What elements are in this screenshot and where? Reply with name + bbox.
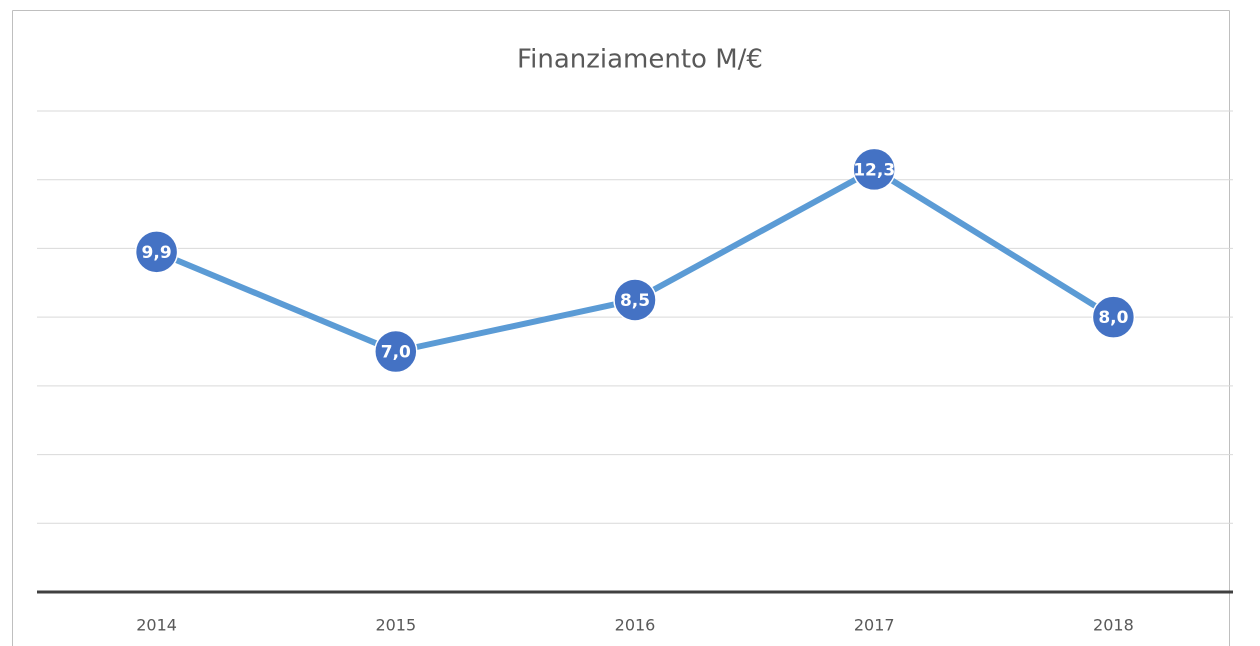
data-label: 8,5 [620, 291, 650, 311]
marker [1091, 295, 1136, 339]
data-label: 9,9 [142, 243, 172, 263]
x-tick-label: 2016 [615, 616, 656, 635]
data-label: 12,3 [853, 160, 895, 180]
x-tick-label: 2018 [1093, 616, 1134, 635]
x-tick-label: 2017 [854, 616, 895, 635]
chart-title: Finanziamento M/€ [517, 45, 763, 75]
x-tick-label: 2015 [375, 616, 416, 635]
marker [852, 147, 896, 192]
marker [134, 230, 179, 274]
data-label: 8,0 [1098, 308, 1128, 328]
line [155, 166, 1115, 355]
marker [613, 278, 657, 322]
marker [374, 329, 418, 374]
data-label: 7,0 [381, 343, 411, 363]
x-tick-label: 2014 [136, 616, 177, 635]
